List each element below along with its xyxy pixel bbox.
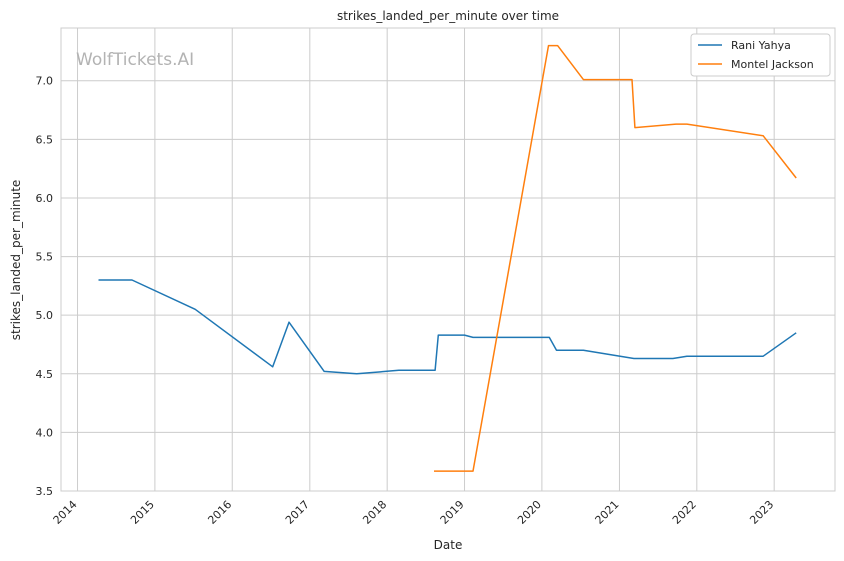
y-axis-label: strikes_landed_per_minute	[9, 180, 23, 341]
plot-frame	[60, 27, 836, 492]
data-point-rani-yahya	[582, 349, 585, 352]
y-tick-label: 6.5	[36, 133, 54, 146]
data-point-rani-yahya	[463, 334, 466, 337]
data-point-rani-yahya	[471, 336, 474, 339]
data-point-rani-yahya	[323, 370, 326, 373]
data-point-montel-jackson	[547, 44, 550, 47]
data-point-montel-jackson	[630, 78, 633, 81]
data-point-montel-jackson	[432, 469, 435, 472]
legend: Rani Yahya Montel Jackson	[690, 33, 831, 77]
data-point-rani-yahya	[671, 357, 674, 360]
y-axis-ticks: 3.5 4.0 4.5 5.0 5.5 6.0 6.5 7.0	[36, 75, 54, 498]
legend-label-rani-yahya: Rani Yahya	[731, 39, 791, 52]
data-point-rani-yahya	[355, 372, 358, 375]
data-point-rani-yahya	[97, 278, 100, 281]
data-point-rani-yahya	[555, 349, 558, 352]
data-point-rani-yahya	[194, 308, 197, 311]
chart-title: strikes_landed_per_minute over time	[337, 9, 559, 23]
data-point-rani-yahya	[130, 278, 133, 281]
x-axis-label: Date	[434, 538, 463, 552]
data-point-rani-yahya	[437, 334, 440, 337]
y-tick-label: 5.5	[36, 251, 54, 264]
series-line-montel-jackson	[434, 44, 797, 472]
y-tick-label: 5.0	[36, 309, 54, 322]
y-tick-label: 3.5	[36, 485, 54, 498]
legend-box	[690, 33, 831, 77]
data-point-montel-jackson	[556, 44, 559, 47]
data-point-rani-yahya	[433, 369, 436, 372]
data-point-rani-yahya	[271, 365, 274, 368]
data-point-rani-yahya	[548, 336, 551, 339]
plot-area	[61, 28, 835, 491]
series-lines	[97, 44, 798, 472]
data-point-rani-yahya	[795, 331, 798, 334]
data-point-montel-jackson	[674, 123, 677, 126]
data-point-montel-jackson	[582, 78, 585, 81]
data-point-rani-yahya	[632, 357, 635, 360]
y-tick-label: 4.0	[36, 426, 54, 439]
y-tick-label: 4.5	[36, 368, 54, 381]
data-point-rani-yahya	[685, 355, 688, 358]
data-point-rani-yahya	[397, 369, 400, 372]
y-tick-label: 6.0	[36, 192, 54, 205]
legend-label-montel-jackson: Montel Jackson	[731, 58, 814, 71]
series-line-rani-yahya	[98, 279, 797, 375]
y-tick-label: 7.0	[36, 75, 54, 88]
data-point-montel-jackson	[633, 126, 636, 129]
data-point-montel-jackson	[762, 134, 765, 137]
data-point-montel-jackson	[795, 176, 798, 179]
watermark-text: WolfTickets.AI	[76, 50, 194, 70]
data-point-rani-yahya	[287, 321, 290, 324]
data-point-rani-yahya	[762, 355, 765, 358]
data-point-montel-jackson	[685, 123, 688, 126]
data-point-montel-jackson	[471, 469, 474, 472]
